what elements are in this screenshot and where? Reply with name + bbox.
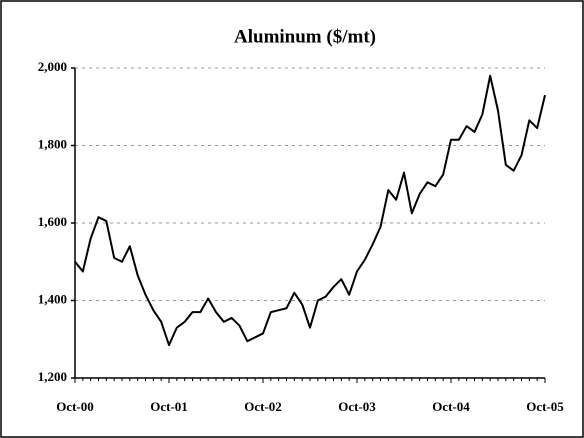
x-tick-label: Oct-01: [150, 399, 188, 414]
y-tick-label: 1,600: [38, 214, 67, 229]
x-tick-label: Oct-04: [432, 399, 470, 414]
x-tick-label: Oct-02: [244, 399, 282, 414]
x-tick-label: Oct-00: [56, 399, 94, 414]
x-tick-label: Oct-03: [338, 399, 376, 414]
y-tick-label: 1,400: [38, 291, 67, 306]
chart-title: Aluminum ($/mt): [234, 26, 376, 47]
y-tick-label: 2,000: [38, 59, 67, 74]
x-tick-label: Oct-05: [526, 399, 564, 414]
price-line: [74, 74, 546, 347]
y-tick-label: 1,200: [38, 369, 67, 384]
y-tick-label: 1,800: [38, 136, 67, 151]
